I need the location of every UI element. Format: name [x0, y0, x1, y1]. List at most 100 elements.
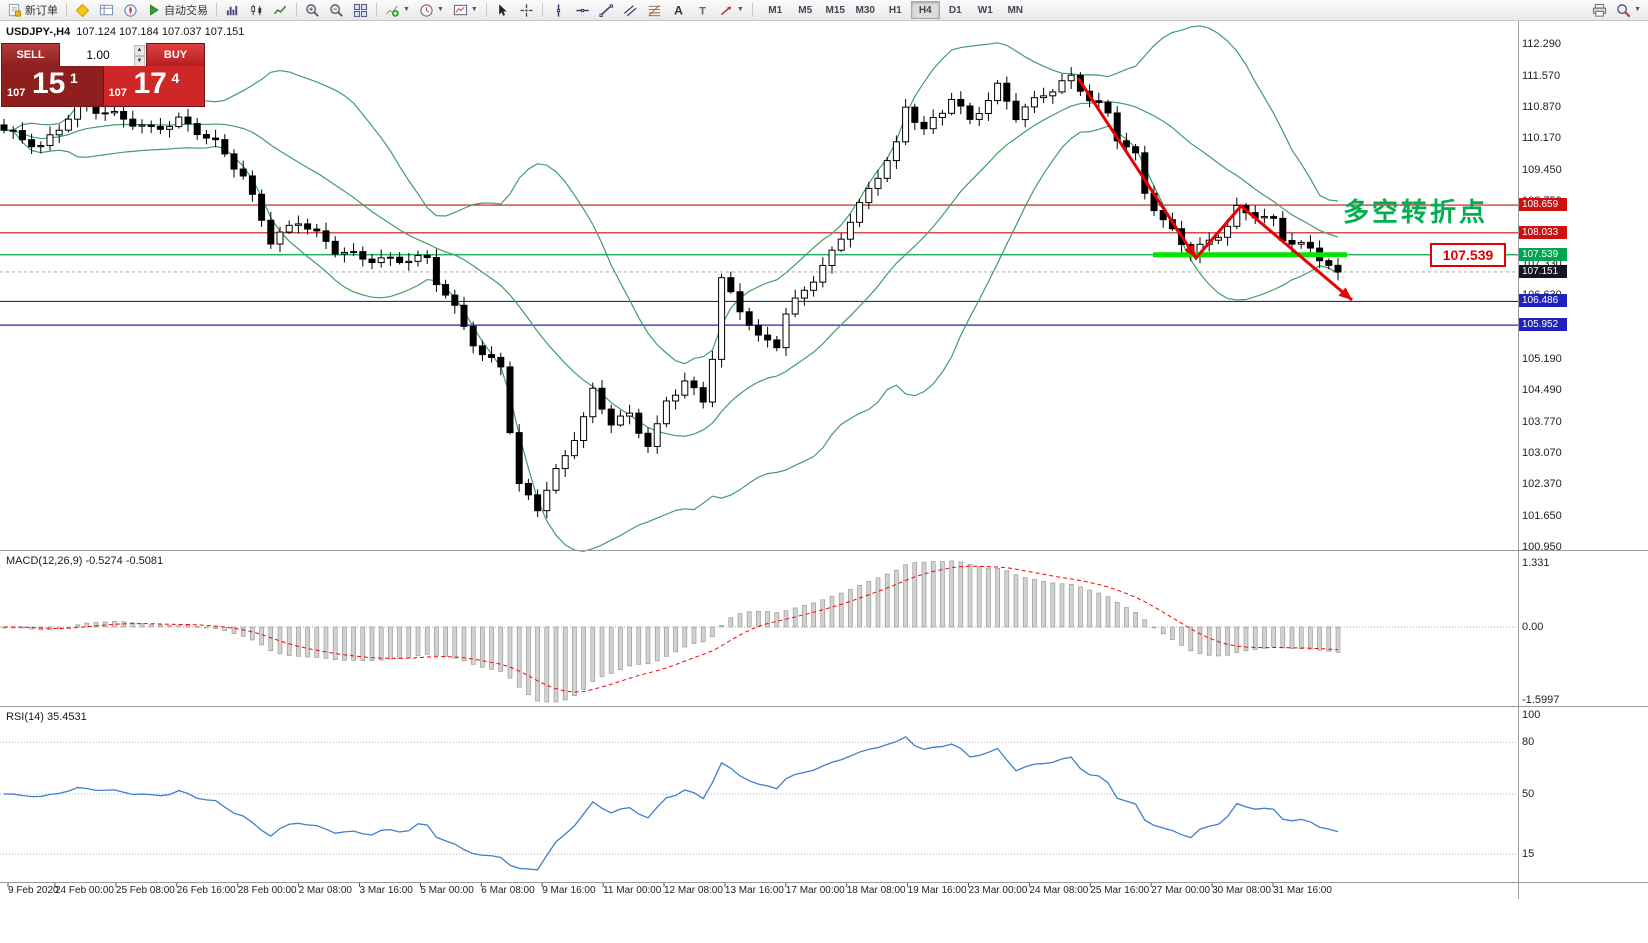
- new-order-button[interactable]: 新订单: [3, 0, 62, 20]
- volume-input[interactable]: [60, 43, 146, 67]
- macd-histogram-bar: [121, 621, 126, 628]
- timeframe-m30[interactable]: M30: [855, 4, 875, 16]
- candle-body: [837, 238, 845, 251]
- candle-body: [580, 416, 588, 441]
- macd-histogram-bar: [332, 626, 338, 661]
- macd-histogram-bar: [710, 626, 715, 637]
- buy-price-panel[interactable]: 107 17 4: [103, 66, 204, 106]
- data-window-button[interactable]: [95, 0, 118, 20]
- timeframe-d1[interactable]: D1: [948, 4, 962, 16]
- timeframe-m15[interactable]: M15: [825, 4, 845, 16]
- candle-body: [883, 160, 891, 179]
- channel-icon: [623, 3, 638, 18]
- channel-button[interactable]: [619, 0, 642, 20]
- macd-histogram-bar: [737, 613, 743, 628]
- zoom-out-button[interactable]: [325, 0, 348, 20]
- macd-histogram-bar: [958, 561, 964, 628]
- timeframe-m5[interactable]: M5: [798, 4, 813, 16]
- text-label-button[interactable]: T: [691, 0, 714, 20]
- navigator-button[interactable]: [119, 0, 142, 20]
- market-watch-button[interactable]: [71, 0, 94, 20]
- vertical-line-button[interactable]: [547, 0, 570, 20]
- text-button[interactable]: A: [667, 0, 690, 20]
- macd-histogram-bar: [802, 605, 807, 628]
- crosshair-icon: [519, 3, 534, 18]
- candle-body: [727, 277, 735, 293]
- sell-price-prefix: 107: [7, 87, 26, 99]
- volume-increase-button[interactable]: ▲: [134, 45, 145, 56]
- tile-windows-button[interactable]: [349, 0, 372, 20]
- candle-body: [506, 366, 514, 434]
- sell-price-panel[interactable]: 107 15 1: [2, 66, 104, 106]
- candle-body: [202, 134, 210, 139]
- macd-histogram-bar: [213, 626, 218, 629]
- toolbar-separator: [296, 3, 297, 17]
- candlestick-chart-button[interactable]: [245, 0, 268, 20]
- candle-body: [515, 432, 523, 484]
- crosshair-button[interactable]: [515, 0, 538, 20]
- search-button[interactable]: ▼: [1612, 0, 1645, 20]
- macd-histogram-bar: [305, 626, 310, 658]
- line-chart-button[interactable]: [269, 0, 292, 20]
- zoom-in-button[interactable]: [301, 0, 324, 20]
- macd-signal-line: [3, 565, 1339, 693]
- sell-price-big: 15: [32, 67, 66, 100]
- candle-body: [1003, 82, 1011, 102]
- candle-body: [653, 423, 661, 447]
- macd-histogram-bar: [1252, 626, 1258, 650]
- autotrading-label: 自动交易: [164, 5, 208, 17]
- macd-histogram-bar: [296, 626, 301, 657]
- bar-chart-button[interactable]: [221, 0, 244, 20]
- candle-body: [1325, 260, 1333, 266]
- toolbar-separator: [216, 3, 217, 17]
- macd-histogram-bar: [986, 567, 991, 628]
- chevron-down-icon: ▼: [470, 6, 478, 13]
- candle-body: [1058, 80, 1066, 93]
- market-watch-icon: [75, 3, 90, 18]
- fibonacci-button[interactable]: [643, 0, 666, 20]
- macd-histogram-bar: [1068, 584, 1074, 628]
- macd-histogram-bar: [940, 561, 945, 628]
- autotrading-button[interactable]: 自动交易: [143, 0, 212, 20]
- macd-histogram-bar: [158, 624, 163, 628]
- buy-price-big: 17: [133, 67, 167, 100]
- trend-arrowhead: [1184, 244, 1196, 258]
- horizontal-line-icon: [575, 3, 590, 18]
- templates-button[interactable]: ▼: [449, 0, 482, 20]
- trend-zigzag: [1076, 77, 1353, 302]
- arrows-button[interactable]: ▼: [715, 0, 748, 20]
- ohlc-values: 107.124 107.184 107.037 107.151: [76, 26, 245, 38]
- macd-histogram-bar: [268, 626, 274, 651]
- timeframe-mn[interactable]: MN: [1007, 4, 1024, 16]
- candle-body: [690, 380, 698, 389]
- buy-button[interactable]: BUY: [146, 44, 204, 66]
- timeframe-h4[interactable]: H4: [910, 1, 940, 19]
- cursor-button[interactable]: [491, 0, 514, 20]
- trendline-button[interactable]: [595, 0, 618, 20]
- volume-box: ▲ ▼: [60, 43, 146, 67]
- timeframe-h1[interactable]: H1: [888, 4, 902, 16]
- macd-histogram-bar: [654, 626, 660, 662]
- macd-histogram-bar: [452, 626, 458, 659]
- bollinger-lower-band: [3, 125, 1339, 552]
- add-indicator-icon: [385, 3, 400, 18]
- printer-icon: [1592, 3, 1607, 18]
- text-icon: A: [671, 3, 686, 18]
- print-button[interactable]: [1588, 0, 1611, 20]
- macd-histogram-bar: [1087, 589, 1092, 628]
- candle-body: [616, 415, 624, 426]
- timeframe-w1[interactable]: W1: [977, 4, 993, 16]
- candle-body: [1104, 102, 1112, 114]
- candle-body: [451, 294, 459, 306]
- macd-histogram-bar: [838, 592, 844, 628]
- timeframe-m1[interactable]: M1: [768, 4, 783, 16]
- macd-histogram-bar: [480, 626, 485, 668]
- periods-button[interactable]: ▼: [415, 0, 448, 20]
- macd-histogram-bar: [829, 596, 835, 628]
- macd-histogram-bar: [360, 626, 366, 661]
- macd-histogram-bar: [1188, 626, 1194, 652]
- indicators-button[interactable]: ▼: [381, 0, 414, 20]
- sell-button[interactable]: SELL: [2, 44, 60, 66]
- horizontal-line-button[interactable]: [571, 0, 594, 20]
